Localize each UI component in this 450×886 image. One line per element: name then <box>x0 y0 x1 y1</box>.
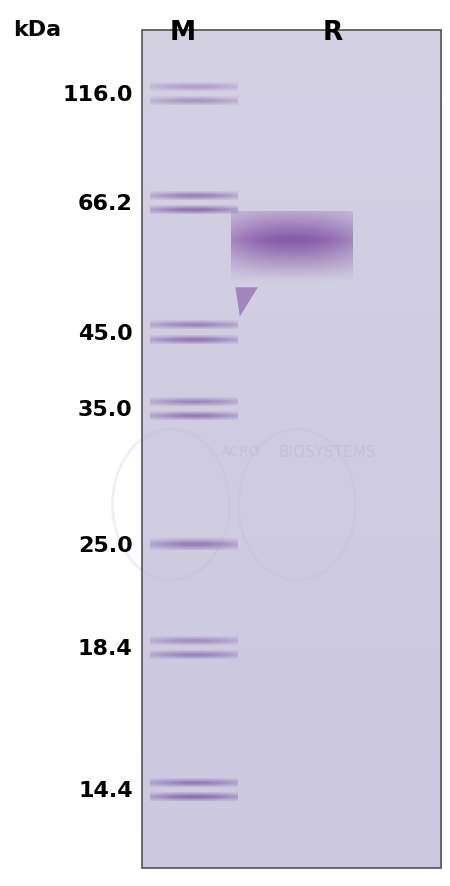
Text: kDa: kDa <box>14 19 62 40</box>
Polygon shape <box>235 288 258 317</box>
Text: 35.0: 35.0 <box>78 400 133 419</box>
Text: 116.0: 116.0 <box>62 85 133 105</box>
Text: ACRO: ACRO <box>220 445 260 459</box>
Text: 66.2: 66.2 <box>78 194 133 214</box>
Text: 25.0: 25.0 <box>78 535 133 555</box>
Bar <box>142 31 441 868</box>
Text: 14.4: 14.4 <box>78 781 133 800</box>
Text: BIOSYSTEMS: BIOSYSTEMS <box>279 445 377 459</box>
Text: 45.0: 45.0 <box>78 323 133 343</box>
Text: M: M <box>169 19 195 45</box>
Text: R: R <box>323 19 343 45</box>
Text: 18.4: 18.4 <box>78 639 133 658</box>
